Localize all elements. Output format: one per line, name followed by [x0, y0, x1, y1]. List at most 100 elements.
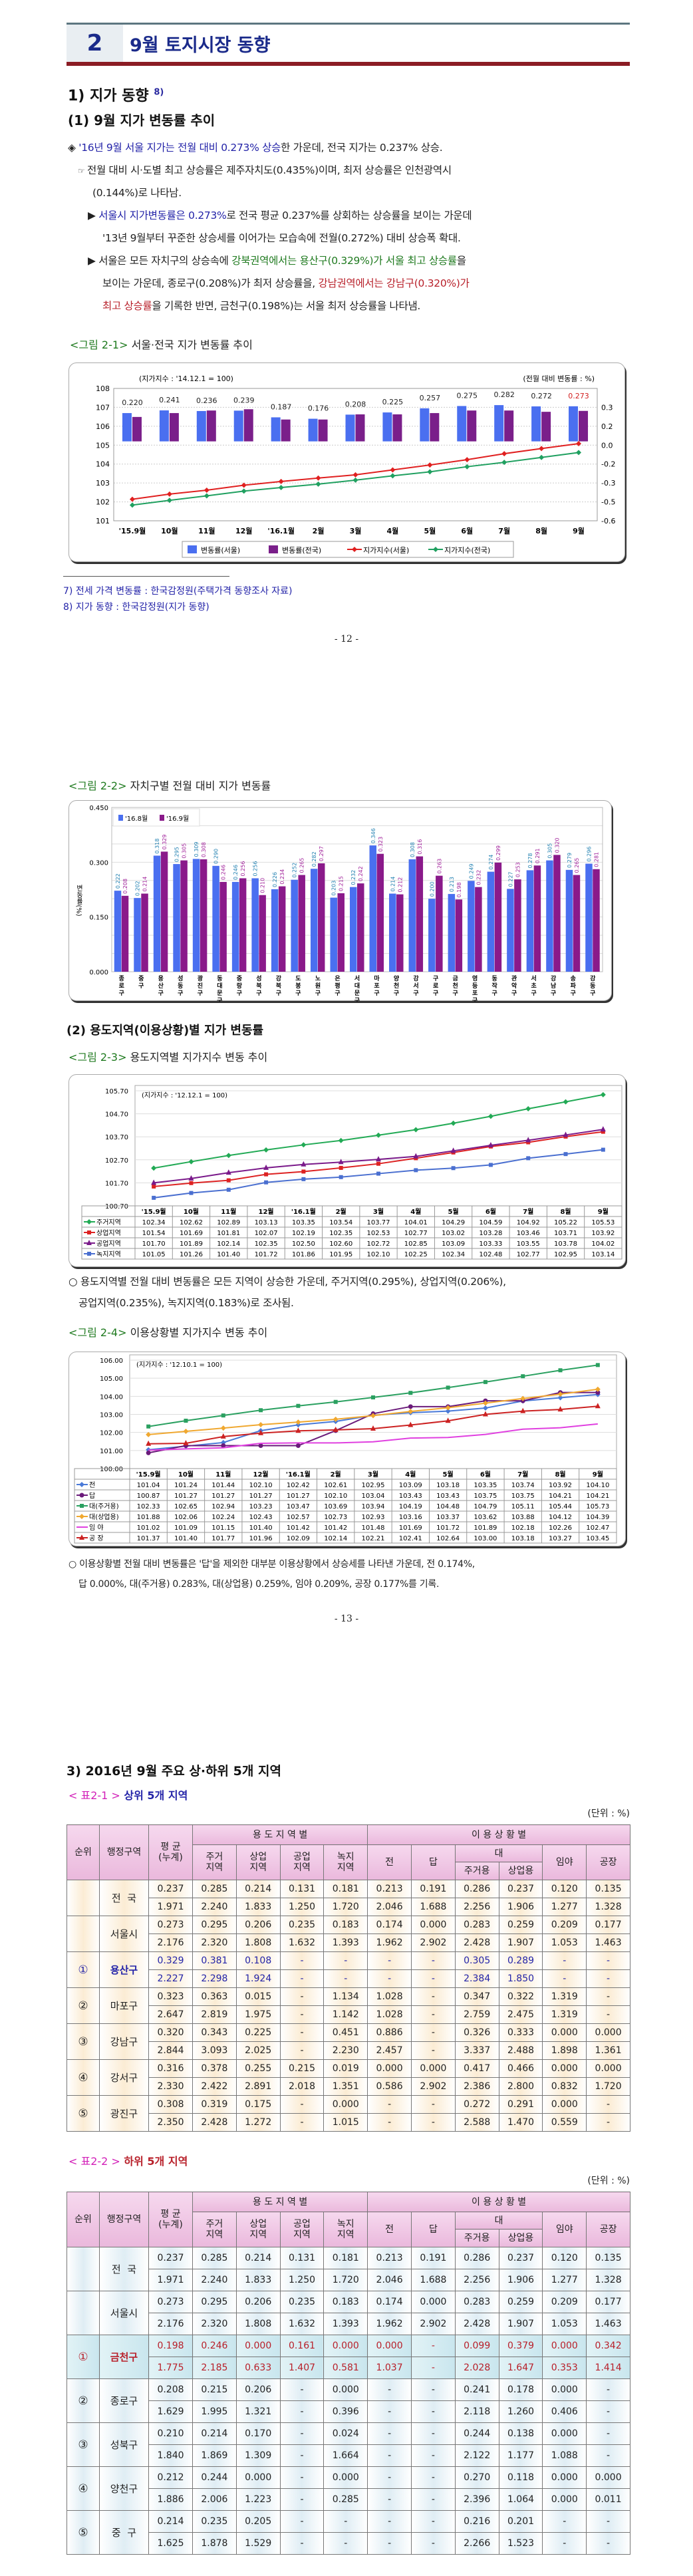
x-tick-label-char: 구 [511, 990, 517, 997]
bar [337, 893, 345, 972]
value-cell: - [323, 2532, 368, 2555]
legend-marker [352, 547, 357, 552]
value-cell: - [279, 1987, 325, 2006]
x-tick-label: 10월 [178, 1471, 194, 1479]
x-tick-label: 6월 [480, 1471, 491, 1479]
bar [565, 869, 573, 972]
x-tick-label: '16.1월 [291, 1208, 316, 1216]
value-cell: 2.025 [235, 2041, 281, 2060]
table-value: 101.69 [399, 1524, 422, 1532]
rank-cell: ① [67, 2335, 100, 2379]
table-value: 102.93 [362, 1514, 385, 1521]
value-cell: 0.191 [411, 1880, 456, 1898]
table-value: 102.94 [211, 1503, 235, 1510]
value-cell: - [367, 2466, 412, 2489]
bar [330, 897, 337, 972]
x-tick-label-char: 포 [472, 990, 478, 997]
series-line [148, 1423, 598, 1451]
rank-cell: ⑤ [67, 2095, 100, 2132]
bar-value-label: 0.212 [397, 877, 403, 893]
value-cell: - [279, 2422, 325, 2445]
value-cell: 0.181 [323, 2247, 368, 2269]
bar [212, 865, 219, 972]
table-row: 2.844 3.093 2.025-2.230 2.457-3.337 2.488 1.8… [67, 2041, 630, 2060]
x-tick-label-char: 대 [354, 982, 360, 990]
value-cell: 1.361 [586, 2041, 630, 2060]
y-tick-label: 0.000 [89, 969, 108, 976]
page-number: - 12 - [334, 634, 359, 644]
data-point [315, 475, 321, 481]
col-zone: 공업 지역 [279, 2212, 325, 2247]
value-cell: 0.286 [454, 2247, 499, 2269]
x-tick-label-char: 랑 [237, 982, 243, 990]
bar [278, 886, 286, 972]
value-cell: 0.181 [323, 1880, 368, 1898]
figure-label: <그림 2-4> [69, 1326, 127, 1339]
table-value: 102.77 [517, 1251, 540, 1258]
table-value: 103.14 [591, 1251, 615, 1258]
bar-value-label: 0.226 [272, 872, 278, 887]
value-cell: 1.971 [148, 1898, 193, 1916]
data-point [295, 1427, 301, 1433]
paragraph-line: ▶ 서울은 모든 자치구의 상승속에 강북권역에서는 용산구(0.329%)가 … [68, 249, 626, 272]
bar [153, 855, 161, 972]
data-point [339, 1175, 343, 1179]
x-tick-label: 4월 [405, 1471, 416, 1479]
value-cell: 0.329 [148, 1951, 193, 1970]
data-point [183, 1439, 189, 1445]
data-point [413, 1153, 419, 1159]
table-value: 102.85 [404, 1240, 428, 1248]
chart-note-right: (전월 대비 변동률 : %) [523, 374, 595, 383]
x-tick-label-char: 마 [374, 974, 380, 982]
bar-value-label: 0.246 [233, 865, 239, 880]
table-value: 102.14 [217, 1240, 240, 1248]
x-tick-label: 8월 [560, 1208, 571, 1216]
figure-title-2-3: <그림 2-3> 용도지역별 지가지수 변동 추이 [69, 1048, 267, 1064]
table-value: 101.86 [292, 1251, 315, 1258]
value-cell: 2.256 [454, 1898, 499, 1916]
data-point [152, 1184, 156, 1189]
y-tick-label: 101.70 [105, 1180, 128, 1187]
x-tick-label-char: 원 [315, 982, 321, 990]
value-cell: 1.414 [586, 2357, 630, 2379]
bar-value-label: 0.253 [515, 862, 521, 877]
value-cell: 1.625 [148, 2532, 193, 2555]
data-point [188, 1159, 194, 1165]
data-point [563, 1099, 569, 1105]
data-point [563, 1131, 569, 1137]
y2-tick-label: -0.6 [601, 517, 615, 525]
table-value: 104.21 [549, 1493, 572, 1500]
table-value: 103.35 [292, 1219, 315, 1226]
bar [317, 863, 325, 972]
x-tick-label-char: 금 [452, 975, 458, 982]
bar-value-label: 0.239 [233, 396, 255, 404]
bar [585, 863, 593, 972]
x-tick-label-char: 천 [394, 982, 399, 990]
y-tick-label: 105 [96, 441, 110, 450]
value-cell: 3.337 [454, 2041, 499, 2060]
legend-label: 주거지역 [96, 1218, 121, 1226]
col-zone: 주거 지역 [192, 2212, 237, 2247]
x-tick-label-char: 성 [178, 974, 183, 982]
data-point [259, 1408, 263, 1413]
x-tick-label: 11월 [215, 1471, 231, 1479]
table-value: 104.59 [479, 1219, 502, 1226]
value-cell: - [279, 2532, 325, 2555]
bar-value-label: 0.222 [115, 873, 121, 889]
bar [531, 406, 541, 442]
table-value: 102.95 [554, 1251, 577, 1258]
bar [526, 870, 534, 972]
value-cell: 1.720 [323, 1898, 368, 1916]
x-tick-label-char: 송 [571, 974, 576, 982]
data-point [539, 454, 545, 460]
value-cell: 0.235 [192, 2510, 237, 2533]
x-tick-label-char: 구 [433, 990, 438, 997]
table-row: ② 종로구 0.208 0.215 0.206-0.000- -0.241 0.178 0.0… [67, 2378, 630, 2423]
value-cell: 2.320 [192, 2313, 237, 2335]
chart-2-1: (지가지수 : '14.12.1 = 100) (전월 대비 변동률 : %) 10… [69, 362, 625, 562]
data-point [539, 446, 545, 452]
footnote-divider [63, 576, 229, 577]
table-value: 103.04 [362, 1493, 385, 1500]
data-point [315, 481, 321, 487]
y-tick-label: 104.70 [105, 1111, 128, 1119]
